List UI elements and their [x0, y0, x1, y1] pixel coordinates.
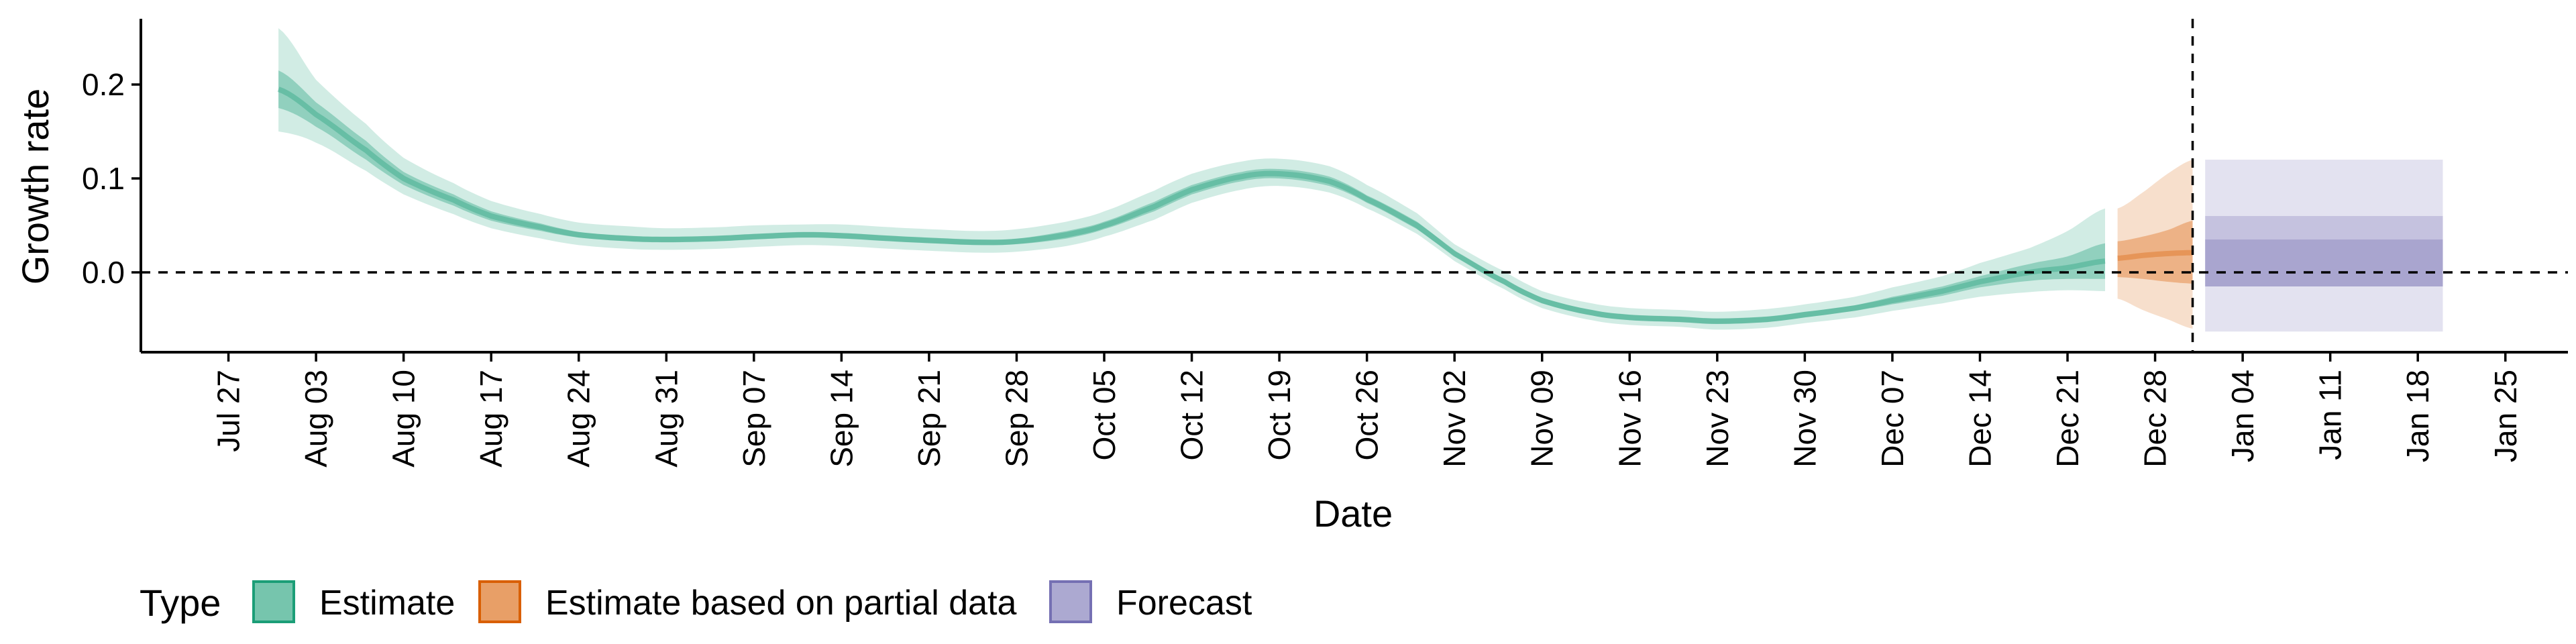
axes — [140, 19, 2568, 354]
series-2-inner-band — [2117, 221, 2193, 284]
y-tick-label: 0.2 — [82, 67, 125, 102]
legend-label: Estimate based on partial data — [545, 584, 1017, 623]
x-tick-label: Dec 14 — [1962, 370, 1997, 468]
x-tick-label: Nov 16 — [1612, 370, 1647, 468]
y-axis-title: Growth rate — [14, 89, 56, 285]
legend: Type Estimate Estimate based on partial d… — [140, 580, 1252, 624]
x-tick-label: Dec 21 — [2050, 370, 2085, 468]
x-tick-label: Jan 18 — [2400, 370, 2435, 462]
legend-swatch — [1049, 580, 1092, 623]
series-1 — [277, 28, 2106, 330]
series-3 — [2205, 160, 2443, 332]
x-tick-label: Oct 12 — [1175, 370, 1210, 461]
legend-swatch — [252, 580, 295, 623]
x-tick-label: Aug 17 — [474, 370, 508, 468]
series-1-inner-band — [278, 70, 2105, 324]
series-1-outer-band — [278, 28, 2105, 330]
x-tick-label: Sep 28 — [999, 370, 1034, 468]
series-1-median-line — [277, 87, 2106, 324]
plot-bands — [277, 28, 2443, 332]
x-tick-label: Aug 10 — [386, 370, 421, 468]
x-tick-label: Oct 05 — [1087, 370, 1122, 461]
x-axis-title: Date — [1313, 492, 1393, 535]
x-ticks: Jul 27 Aug 03 Aug 10 Aug 17 Aug 24 Aug 31 Sep … — [211, 352, 2523, 468]
x-tick-label: Nov 23 — [1700, 370, 1735, 468]
x-tick-label: Jan 04 — [2225, 370, 2260, 462]
legend-swatch — [478, 580, 521, 623]
x-tick-label: Dec 28 — [2138, 370, 2173, 468]
x-tick-label: Aug 31 — [649, 370, 684, 468]
y-ticks: 0.0 0.1 0.2 — [82, 67, 141, 290]
legend-label: Estimate — [319, 584, 455, 623]
y-tick-label: 0.1 — [82, 161, 125, 196]
x-tick-label: Jan 25 — [2488, 370, 2523, 462]
x-tick-label: Nov 30 — [1787, 370, 1822, 468]
x-tick-label: Oct 19 — [1262, 370, 1297, 461]
series-2 — [2117, 160, 2193, 329]
series-3-inner-band — [2205, 239, 2443, 286]
x-tick-label: Nov 09 — [1525, 370, 1560, 468]
x-tick-label: Dec 07 — [1875, 370, 1910, 468]
x-tick-label: Sep 21 — [912, 370, 947, 468]
series-2-outer-band — [2117, 160, 2193, 329]
legend-label: Forecast — [1116, 584, 1252, 623]
legend-entry: Estimate — [252, 580, 455, 623]
x-tick-label: Jan 11 — [2313, 370, 2348, 460]
x-tick-label: Nov 02 — [1437, 370, 1472, 468]
reference-lines — [141, 19, 2568, 352]
x-tick-label: Sep 07 — [737, 370, 771, 468]
legend-title: Type — [140, 582, 221, 624]
series-3-outer-band — [2205, 160, 2443, 332]
x-tick-label: Aug 24 — [561, 370, 596, 468]
x-tick-label: Aug 03 — [299, 370, 333, 468]
legend-entry: Forecast — [1049, 580, 1252, 623]
series-2-median-line — [2117, 250, 2193, 261]
x-tick-label: Oct 26 — [1350, 370, 1385, 461]
legend-entry: Estimate based on partial data — [478, 580, 1017, 623]
y-tick-label: 0.0 — [82, 255, 125, 290]
series-3-mid-band — [2205, 216, 2443, 286]
x-tick-label: Sep 14 — [824, 370, 859, 468]
x-tick-label: Jul 27 — [211, 370, 246, 452]
